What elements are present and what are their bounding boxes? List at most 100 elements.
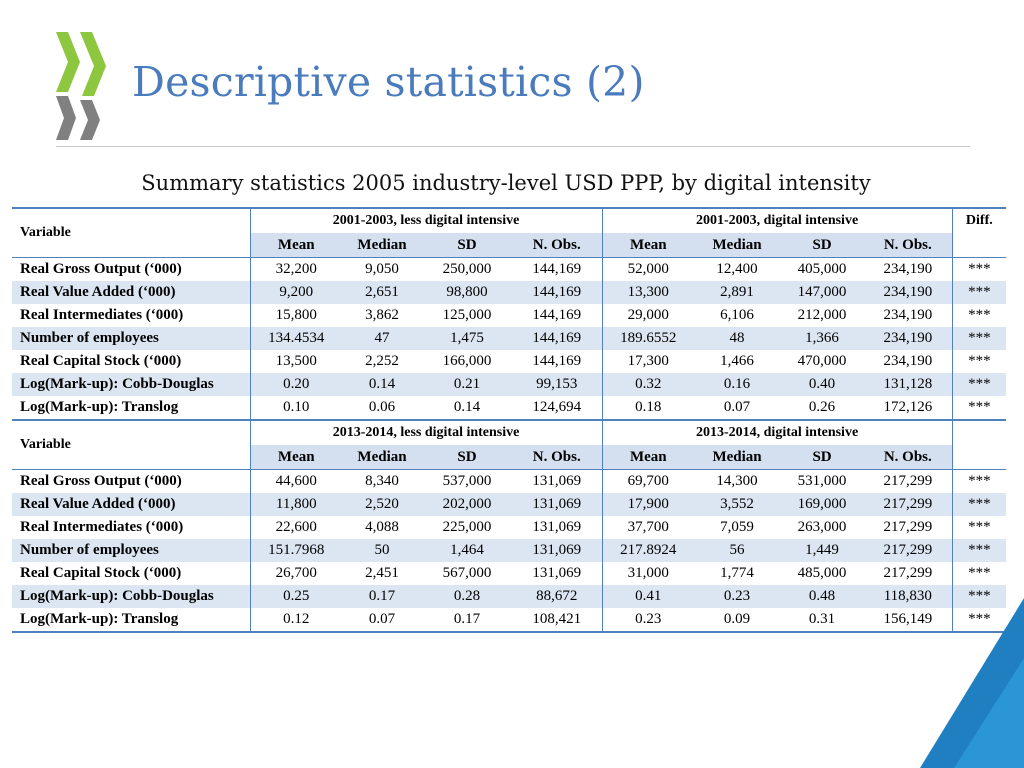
- variable-name: Real Gross Output (‘000): [12, 257, 251, 281]
- variable-name: Log(Mark-up): Cobb-Douglas: [12, 585, 251, 608]
- stat-value: 2,520: [342, 493, 422, 516]
- stat-value: 47: [342, 327, 422, 350]
- stat-value: 0.14: [422, 396, 512, 421]
- variable-name: Number of employees: [12, 327, 251, 350]
- stat-value: 14,300: [694, 469, 781, 493]
- stat-value: 131,069: [512, 562, 603, 585]
- significance-marker: ***: [952, 350, 1007, 373]
- stat-value: 31,000: [602, 562, 695, 585]
- stat-value: 0.26: [780, 396, 865, 421]
- stat-value: 13,500: [250, 350, 342, 373]
- stat-value: 0.48: [780, 585, 865, 608]
- stat-value: 108,421: [512, 608, 603, 633]
- subheader-sd: SD: [422, 233, 512, 258]
- stat-value: 0.07: [342, 608, 422, 633]
- stat-value: 32,200: [250, 257, 342, 281]
- stat-value: 0.10: [250, 396, 342, 421]
- stat-value: 217,299: [864, 469, 953, 493]
- stat-value: 0.18: [602, 396, 695, 421]
- stat-value: 537,000: [422, 469, 512, 493]
- stat-value: 405,000: [780, 257, 865, 281]
- stat-value: 13,300: [602, 281, 695, 304]
- subheader-median: Median: [694, 233, 781, 258]
- significance-marker: ***: [952, 585, 1007, 608]
- subheader-median: Median: [694, 445, 781, 470]
- stat-value: 470,000: [780, 350, 865, 373]
- variable-name: Real Gross Output (‘000): [12, 469, 251, 493]
- stat-value: 189.6552: [602, 327, 695, 350]
- subheader-sd: SD: [780, 233, 865, 258]
- corner-accent-icon: [920, 598, 1024, 768]
- stat-value: 4,088: [342, 516, 422, 539]
- subheader-n-obs: N. Obs.: [864, 233, 953, 258]
- stat-value: 131,128: [864, 373, 953, 396]
- variable-column-header: Variable: [12, 207, 251, 258]
- stat-value: 217,299: [864, 539, 953, 562]
- stat-value: 151.7968: [250, 539, 342, 562]
- stat-value: 9,050: [342, 257, 422, 281]
- stat-value: 144,169: [512, 304, 603, 327]
- stat-value: 250,000: [422, 257, 512, 281]
- variable-name: Real Intermediates (‘000): [12, 516, 251, 539]
- stat-value: 0.23: [602, 608, 695, 633]
- subheader-n-obs: N. Obs.: [864, 445, 953, 470]
- stat-value: 0.40: [780, 373, 865, 396]
- significance-marker: ***: [952, 304, 1007, 327]
- diff-column-header: Diff.: [952, 207, 1007, 233]
- table-row: Real Capital Stock (‘000) 26,700 2,451 567,…: [12, 562, 1007, 585]
- group-header-less-digital: 2013-2014, less digital intensive: [250, 419, 603, 445]
- stat-value: 26,700: [250, 562, 342, 585]
- variable-name: Real Value Added (‘000): [12, 281, 251, 304]
- variable-name: Number of employees: [12, 539, 251, 562]
- stat-value: 12,400: [694, 257, 781, 281]
- stat-value: 0.32: [602, 373, 695, 396]
- subheader-sd: SD: [780, 445, 865, 470]
- table-row: Log(Mark-up): Cobb-Douglas 0.25 0.17 0.28 88…: [12, 585, 1007, 608]
- stat-value: 217,299: [864, 516, 953, 539]
- subheader-n-obs: N. Obs.: [512, 445, 603, 470]
- stat-value: 485,000: [780, 562, 865, 585]
- stat-value: 131,069: [512, 539, 603, 562]
- stat-value: 17,900: [602, 493, 695, 516]
- stat-value: 1,774: [694, 562, 781, 585]
- subheader-mean: Mean: [602, 233, 695, 258]
- stat-value: 0.09: [694, 608, 781, 633]
- stat-value: 7,059: [694, 516, 781, 539]
- stat-value: 118,830: [864, 585, 953, 608]
- stat-value: 98,800: [422, 281, 512, 304]
- stat-value: 2,451: [342, 562, 422, 585]
- stat-value: 17,300: [602, 350, 695, 373]
- stat-value: 99,153: [512, 373, 603, 396]
- stat-value: 263,000: [780, 516, 865, 539]
- stat-value: 3,552: [694, 493, 781, 516]
- stat-value: 234,190: [864, 257, 953, 281]
- stat-value: 11,800: [250, 493, 342, 516]
- significance-marker: ***: [952, 493, 1007, 516]
- stat-value: 1,475: [422, 327, 512, 350]
- stat-value: 131,069: [512, 516, 603, 539]
- stat-value: 134.4534: [250, 327, 342, 350]
- variable-column-header: Variable: [12, 419, 251, 470]
- stat-value: 0.23: [694, 585, 781, 608]
- diff-subheader-empty: [952, 233, 1007, 258]
- stat-value: 217,299: [864, 493, 953, 516]
- stat-value: 125,000: [422, 304, 512, 327]
- stat-value: 22,600: [250, 516, 342, 539]
- table-section-2013-2014: Variable 2013-2014, less digital intensiv…: [12, 419, 1007, 633]
- stat-value: 8,340: [342, 469, 422, 493]
- group-header-digital: 2013-2014, digital intensive: [602, 419, 953, 445]
- table-row: Real Value Added (‘000) 9,200 2,651 98,800 1…: [12, 281, 1007, 304]
- stat-value: 56: [694, 539, 781, 562]
- stat-value: 531,000: [780, 469, 865, 493]
- significance-marker: ***: [952, 562, 1007, 585]
- stat-value: 88,672: [512, 585, 603, 608]
- stat-value: 567,000: [422, 562, 512, 585]
- stat-value: 0.12: [250, 608, 342, 633]
- table-row: Real Intermediates (‘000) 15,800 3,862 125,…: [12, 304, 1007, 327]
- stat-value: 48: [694, 327, 781, 350]
- table-row: Log(Mark-up): Translog 0.10 0.06 0.14 124,69…: [12, 396, 1007, 421]
- stat-value: 217.8924: [602, 539, 695, 562]
- table-row: Log(Mark-up): Cobb-Douglas 0.20 0.14 0.21 99…: [12, 373, 1007, 396]
- table-row: Real Gross Output (‘000) 32,200 9,050 250,0…: [12, 257, 1007, 281]
- significance-marker: ***: [952, 257, 1007, 281]
